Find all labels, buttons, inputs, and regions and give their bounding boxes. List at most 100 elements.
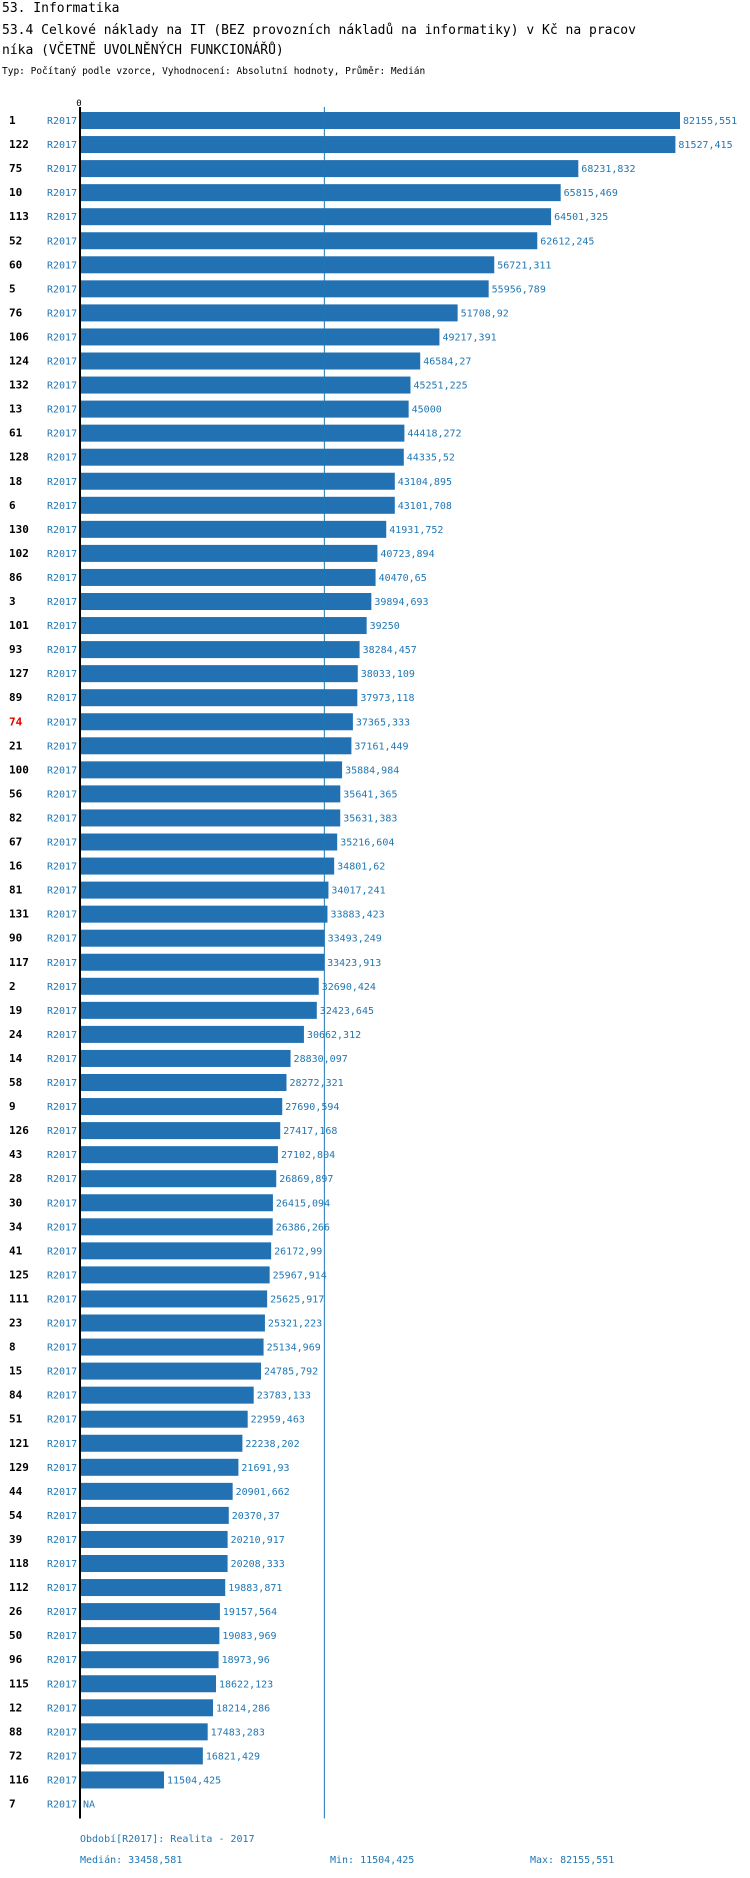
row-id-label: 61 xyxy=(9,427,23,440)
row-id-label: 113 xyxy=(9,210,29,223)
row-period-label: R2017 xyxy=(47,1727,77,1738)
row-period-label: R2017 xyxy=(47,429,77,440)
row-period-label: R2017 xyxy=(47,1439,77,1450)
data-bar xyxy=(80,1001,317,1019)
row-id-label: 121 xyxy=(9,1437,29,1450)
footer-min: Min: 11504,425 xyxy=(330,1855,415,1866)
row-id-label: 51 xyxy=(9,1413,23,1426)
data-bar xyxy=(80,1122,281,1140)
data-bar xyxy=(80,472,395,490)
row-period-label: R2017 xyxy=(47,1655,77,1666)
row-id-label: 7 xyxy=(9,1798,16,1811)
bar-value-label: 19083,969 xyxy=(222,1631,276,1642)
bar-value-label: 19883,871 xyxy=(228,1583,282,1594)
bar-value-label: 11504,425 xyxy=(167,1775,221,1786)
row-period-label: R2017 xyxy=(47,1006,77,1017)
data-bar xyxy=(80,256,495,274)
data-bar xyxy=(80,1170,277,1188)
row-id-label: 111 xyxy=(9,1292,29,1305)
row-id-label: 82 xyxy=(9,811,22,824)
row-id-label: 60 xyxy=(9,258,22,271)
row-period-label: R2017 xyxy=(47,332,77,343)
data-bar xyxy=(80,1290,268,1308)
bar-value-label: 35641,365 xyxy=(343,789,397,800)
row-period-label: R2017 xyxy=(47,477,77,488)
bar-value-label: 82155,551 xyxy=(683,116,737,127)
row-period-label: R2017 xyxy=(47,1294,77,1305)
bar-value-label: 43101,708 xyxy=(398,501,452,512)
bar-value-label: 38284,457 xyxy=(363,645,417,656)
row-period-label: R2017 xyxy=(47,597,77,608)
row-period-label: R2017 xyxy=(47,260,77,271)
row-period-label: R2017 xyxy=(47,1270,77,1281)
row-period-label: R2017 xyxy=(47,405,77,416)
bar-value-label: 51708,92 xyxy=(461,308,509,319)
row-id-label: 132 xyxy=(9,379,29,392)
data-bar xyxy=(80,1242,272,1260)
bar-value-label: 22959,463 xyxy=(251,1415,305,1426)
bar-value-label: 24785,792 xyxy=(264,1367,318,1378)
row-period-label: R2017 xyxy=(47,982,77,993)
bar-value-label: 35884,984 xyxy=(345,765,399,776)
row-period-label: R2017 xyxy=(47,1198,77,1209)
data-bar xyxy=(80,304,458,322)
row-period-label: R2017 xyxy=(47,1367,77,1378)
row-id-label: 19 xyxy=(9,1004,22,1017)
row-period-label: R2017 xyxy=(47,1511,77,1522)
bar-value-label: 20208,333 xyxy=(231,1559,285,1570)
bar-value-label: 23783,133 xyxy=(257,1391,311,1402)
bar-value-label: 19157,564 xyxy=(223,1607,277,1618)
data-bar xyxy=(80,1194,273,1212)
row-period-label: R2017 xyxy=(47,789,77,800)
row-id-label: 129 xyxy=(9,1461,29,1474)
row-period-label: R2017 xyxy=(47,453,77,464)
row-period-label: R2017 xyxy=(47,1246,77,1257)
row-id-label: 44 xyxy=(9,1485,23,1498)
row-period-label: R2017 xyxy=(47,1487,77,1498)
data-bar xyxy=(80,208,552,226)
data-bar xyxy=(80,1146,278,1164)
row-id-label: 50 xyxy=(9,1629,22,1642)
data-bar xyxy=(80,1699,214,1717)
row-period-label: R2017 xyxy=(47,212,77,223)
row-id-label: 58 xyxy=(9,1076,22,1089)
row-period-label: R2017 xyxy=(47,1150,77,1161)
row-period-label: R2017 xyxy=(47,1535,77,1546)
row-id-label: 89 xyxy=(9,691,22,704)
row-period-label: R2017 xyxy=(47,765,77,776)
data-bar xyxy=(80,160,579,178)
bar-value-label: 26172,99 xyxy=(274,1246,322,1257)
data-bar xyxy=(80,881,329,899)
row-id-label: 88 xyxy=(9,1725,22,1738)
row-period-label: R2017 xyxy=(47,669,77,680)
row-id-label: 10 xyxy=(9,186,22,199)
data-bar xyxy=(80,857,335,875)
bar-value-label: 33883,423 xyxy=(330,910,384,921)
data-bar xyxy=(80,929,325,947)
bar-value-label: 44335,52 xyxy=(407,453,455,464)
row-id-label: 81 xyxy=(9,884,23,897)
bar-value-label: 32423,645 xyxy=(320,1006,374,1017)
bar-value-label: 39250 xyxy=(370,621,400,632)
data-bar xyxy=(80,544,378,562)
bar-value-label: 26415,094 xyxy=(276,1198,330,1209)
data-bar xyxy=(80,713,353,731)
data-bar xyxy=(80,1555,228,1572)
row-period-label: R2017 xyxy=(47,1679,77,1690)
row-id-label: 76 xyxy=(9,306,23,319)
row-id-label: 67 xyxy=(9,836,22,849)
data-bar xyxy=(80,448,404,466)
row-period-label: R2017 xyxy=(47,1703,77,1714)
row-id-label: 3 xyxy=(9,595,16,608)
row-id-label: 115 xyxy=(9,1677,29,1690)
axis-zero-label: 0 xyxy=(76,99,81,109)
row-period-label: R2017 xyxy=(47,308,77,319)
bar-value-label: 62612,245 xyxy=(540,236,594,247)
data-bar xyxy=(80,1434,243,1452)
bar-value-label: 20370,37 xyxy=(232,1511,280,1522)
row-period-label: R2017 xyxy=(47,381,77,392)
row-id-label: 52 xyxy=(9,234,22,247)
data-bar xyxy=(80,424,405,442)
bar-value-label: 32690,424 xyxy=(322,982,376,993)
row-id-label: 126 xyxy=(9,1124,29,1137)
